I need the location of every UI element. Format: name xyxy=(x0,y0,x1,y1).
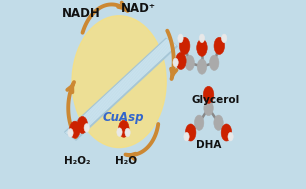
Text: H₂O: H₂O xyxy=(115,156,137,166)
Ellipse shape xyxy=(221,124,232,141)
Ellipse shape xyxy=(185,124,196,141)
Text: NADH: NADH xyxy=(62,7,101,20)
Ellipse shape xyxy=(178,34,183,43)
Ellipse shape xyxy=(185,55,194,70)
Ellipse shape xyxy=(222,34,227,43)
Text: Glycerol: Glycerol xyxy=(192,95,240,105)
Ellipse shape xyxy=(199,34,205,43)
Ellipse shape xyxy=(125,128,130,137)
Ellipse shape xyxy=(69,121,80,138)
Ellipse shape xyxy=(72,16,166,148)
Ellipse shape xyxy=(173,58,178,67)
Ellipse shape xyxy=(68,129,73,137)
Ellipse shape xyxy=(210,55,219,70)
Ellipse shape xyxy=(184,132,189,141)
Text: CuAsp: CuAsp xyxy=(102,111,144,124)
Ellipse shape xyxy=(84,124,89,132)
Ellipse shape xyxy=(77,116,88,133)
Ellipse shape xyxy=(179,37,190,54)
Ellipse shape xyxy=(176,52,186,70)
Text: DHA: DHA xyxy=(196,140,221,150)
Ellipse shape xyxy=(118,120,129,137)
Ellipse shape xyxy=(194,115,204,130)
Ellipse shape xyxy=(197,39,207,56)
Ellipse shape xyxy=(117,128,122,136)
Ellipse shape xyxy=(204,100,213,116)
Ellipse shape xyxy=(214,37,225,54)
Ellipse shape xyxy=(203,86,214,103)
Ellipse shape xyxy=(228,132,233,141)
Text: H₂O₂: H₂O₂ xyxy=(65,156,91,166)
Ellipse shape xyxy=(197,59,207,74)
Ellipse shape xyxy=(214,115,223,130)
Text: NAD⁺: NAD⁺ xyxy=(121,2,155,15)
